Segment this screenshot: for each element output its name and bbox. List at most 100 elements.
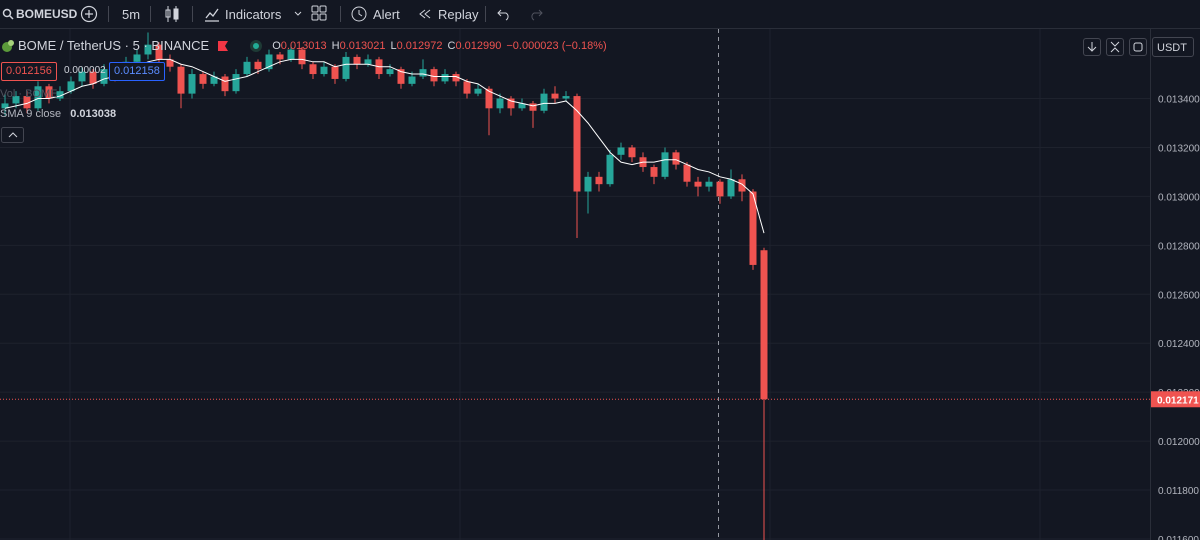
scroll-button[interactable] bbox=[1083, 38, 1101, 56]
candle-body bbox=[78, 71, 86, 82]
candle-body bbox=[23, 96, 31, 109]
y-tick-label: 0.013000 bbox=[1158, 192, 1200, 203]
candle-body bbox=[507, 98, 515, 109]
candle-body bbox=[683, 164, 691, 182]
candle-body bbox=[485, 88, 493, 109]
candle-body bbox=[672, 152, 680, 165]
y-tick-label: 0.013200 bbox=[1158, 143, 1200, 154]
candle-body bbox=[738, 179, 746, 192]
candle-body bbox=[67, 81, 75, 92]
chart: 0.013400 0.013200 0.013000 0.012800 0.012600… bbox=[0, 29, 1200, 540]
candle-body bbox=[210, 76, 218, 84]
replay-icon bbox=[419, 9, 431, 19]
ask[interactable]: 0.012158 bbox=[109, 62, 165, 81]
separator bbox=[340, 6, 341, 22]
candle-body bbox=[144, 44, 152, 55]
flag[interactable] bbox=[217, 40, 229, 52]
ohlc-key: O bbox=[272, 39, 281, 52]
maximize-icon bbox=[1133, 42, 1143, 52]
candle-body bbox=[661, 152, 669, 177]
change: −0.000023 (−0.18%) bbox=[506, 39, 607, 52]
replay-label: Replay bbox=[438, 6, 479, 22]
candle-body bbox=[617, 147, 625, 155]
candle-body bbox=[353, 56, 361, 65]
replay-button[interactable]: Replay bbox=[418, 0, 478, 28]
indicators-icon bbox=[205, 8, 219, 22]
separator bbox=[108, 6, 109, 22]
separator bbox=[192, 6, 193, 22]
sma-label: SMA 9 close bbox=[0, 108, 62, 120]
ohlc-key: L bbox=[390, 39, 397, 52]
ohlc-key: H bbox=[331, 39, 340, 52]
alert-button[interactable]: Alert bbox=[350, 0, 400, 28]
y-tick-label: 0.012600 bbox=[1158, 290, 1200, 301]
spread: 0.000002 bbox=[64, 65, 106, 76]
candle-body bbox=[518, 103, 526, 109]
undo[interactable] bbox=[497, 7, 511, 21]
candle-body bbox=[155, 44, 163, 60]
candle-body bbox=[595, 176, 603, 185]
search-icon bbox=[2, 8, 14, 20]
candle-body bbox=[298, 49, 306, 65]
indicators-label: Indicators bbox=[225, 6, 282, 22]
interval[interactable]: 5m bbox=[122, 6, 141, 22]
candle-body bbox=[12, 96, 20, 104]
currency[interactable]: USDT bbox=[1152, 37, 1194, 57]
candle-body bbox=[133, 54, 141, 62]
symbol-logo bbox=[2, 39, 14, 52]
add-symbol[interactable] bbox=[80, 5, 98, 23]
symbol-search[interactable]: BOMEUSD bbox=[2, 0, 77, 28]
candle-body bbox=[331, 66, 339, 79]
last-price-label: 0.012171 bbox=[1157, 395, 1199, 406]
ohlc-value: 0.013021 bbox=[339, 39, 386, 52]
candle-body bbox=[628, 147, 636, 158]
last-price-badge bbox=[1151, 391, 1200, 408]
candle-body bbox=[254, 61, 262, 70]
candle-body bbox=[100, 69, 108, 84]
candle-body bbox=[584, 176, 592, 192]
candle-body bbox=[529, 103, 537, 111]
collapse-legend[interactable] bbox=[1, 127, 25, 143]
y-tick-label: 0.012400 bbox=[1158, 339, 1200, 350]
candle-body bbox=[430, 69, 438, 82]
candle-body bbox=[177, 66, 185, 94]
ohlc-key: C bbox=[447, 39, 456, 52]
layouts[interactable] bbox=[311, 5, 327, 23]
candle-body bbox=[56, 91, 64, 99]
ohlc-values: O0.013013 H0.013021 L0.012972 C0.012990 bbox=[272, 40, 501, 52]
candle-body bbox=[34, 86, 42, 109]
sma-value: 0.013038 bbox=[70, 108, 117, 120]
chart-type[interactable] bbox=[163, 4, 181, 24]
candle-body bbox=[408, 76, 416, 84]
separator bbox=[485, 6, 486, 22]
symbol: BOMEUSD bbox=[16, 7, 78, 21]
candle-body bbox=[760, 250, 768, 400]
chart-background bbox=[0, 29, 1200, 540]
candle-body bbox=[551, 93, 559, 99]
ohlc-value: 0.012972 bbox=[396, 39, 443, 52]
alert-label: Alert bbox=[373, 6, 400, 22]
candle-body bbox=[562, 96, 570, 99]
y-tick-label: 0.012000 bbox=[1158, 437, 1200, 448]
toolbar: BOMEUSD 5m Indicators Alert Replay bbox=[0, 0, 1200, 29]
collapse-icon bbox=[1110, 41, 1120, 53]
maximize-button[interactable] bbox=[1129, 38, 1147, 56]
candle-body bbox=[573, 96, 581, 192]
candle-body bbox=[397, 69, 405, 84]
candle-body bbox=[89, 71, 97, 84]
candle-body bbox=[540, 93, 548, 111]
plot bbox=[0, 32, 1150, 540]
y-tick-label: 0.011600 bbox=[1158, 535, 1199, 540]
candle-body bbox=[452, 74, 460, 82]
candle-body bbox=[166, 59, 174, 67]
redo[interactable] bbox=[529, 7, 543, 21]
collapse-button[interactable] bbox=[1106, 38, 1124, 56]
candle-body bbox=[243, 61, 251, 75]
market-status bbox=[250, 39, 263, 52]
candle-body bbox=[749, 191, 757, 265]
y-tick-label: 0.012800 bbox=[1158, 241, 1200, 252]
alert-icon bbox=[351, 6, 367, 22]
bid[interactable]: 0.012156 bbox=[1, 62, 57, 81]
indicators-button[interactable]: Indicators bbox=[203, 0, 303, 28]
